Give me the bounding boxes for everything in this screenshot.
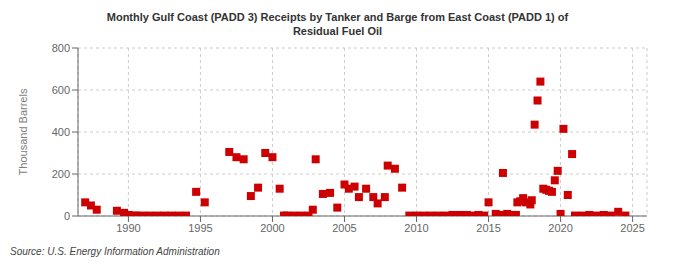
svg-text:2010: 2010 — [404, 222, 428, 234]
svg-text:Thousand Barrels: Thousand Barrels — [17, 88, 29, 175]
svg-text:2000: 2000 — [260, 222, 284, 234]
html-text:Monthly Gulf Coast (PADD 3) Re: Monthly Gulf Coast (PADD 3) Receipts by … — [106, 11, 569, 37]
svg-text:0: 0 — [64, 210, 70, 222]
svg-text:2025: 2025 — [620, 222, 644, 234]
html-text:Source: U.S. Energy Informatio: Source: U.S. Energy Information Administ… — [10, 246, 220, 257]
svg-text:1990: 1990 — [116, 222, 140, 234]
svg-text:800: 800 — [52, 42, 70, 54]
svg-text:2005: 2005 — [332, 222, 356, 234]
svg-text:2020: 2020 — [548, 222, 572, 234]
svg-text:2015: 2015 — [476, 222, 500, 234]
svg-text:200: 200 — [52, 168, 70, 180]
svg-text:400: 400 — [52, 126, 70, 138]
svg-text:600: 600 — [52, 84, 70, 96]
svg-text:1995: 1995 — [188, 222, 212, 234]
